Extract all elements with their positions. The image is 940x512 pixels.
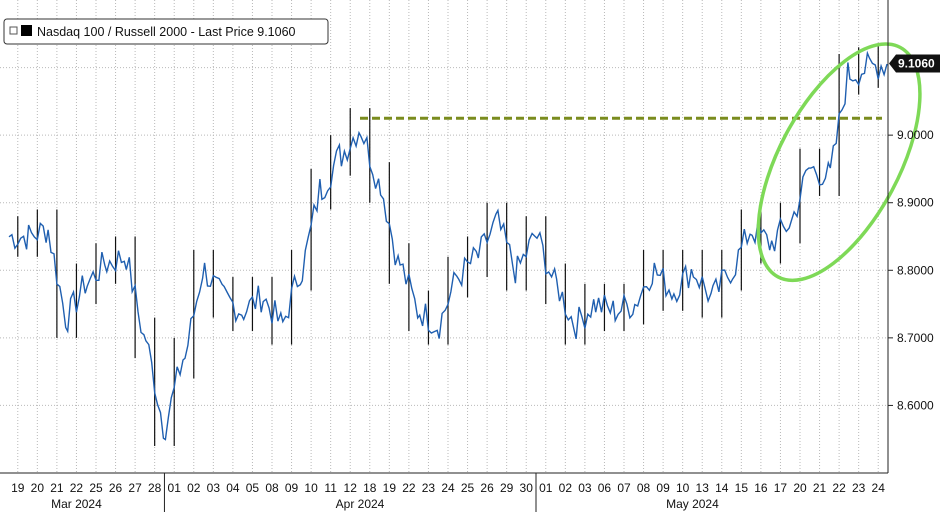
x-tick-label: 21 (50, 481, 64, 495)
x-tick-label: 24 (441, 481, 455, 495)
x-tick-label: 17 (774, 481, 788, 495)
legend[interactable]: Nasdaq 100 / Russell 2000 - Last Price 9… (3, 18, 329, 45)
y-tick-label: 9.0000 (897, 128, 934, 142)
x-tick-label: 13 (696, 481, 710, 495)
y-tick-label: 8.7000 (897, 331, 934, 345)
legend-box (3, 18, 329, 45)
x-tick-label: 02 (187, 481, 201, 495)
y-tick-label: 8.6000 (897, 398, 934, 412)
x-tick-label: 06 (598, 481, 612, 495)
x-tick-label: 19 (11, 481, 25, 495)
grid (0, 0, 888, 512)
x-tick-label: 03 (207, 481, 221, 495)
x-tick-label: 07 (617, 481, 631, 495)
x-tick-label: 14 (715, 481, 729, 495)
x-tick-label: 15 (735, 481, 749, 495)
x-tick-label: 22 (832, 481, 846, 495)
x-tick-label: 26 (109, 481, 123, 495)
x-tick-label: 29 (500, 481, 514, 495)
y-tick-label: 8.9000 (897, 196, 934, 210)
x-tick-label: 01 (539, 481, 553, 495)
x-tick-label: 27 (128, 481, 142, 495)
x-tick-label: 10 (676, 481, 690, 495)
annotations (360, 42, 922, 283)
x-tick-label: 23 (852, 481, 866, 495)
x-tick-label: 03 (578, 481, 592, 495)
x-tick-label: 25 (89, 481, 103, 495)
legend-toggle-icon[interactable] (9, 26, 18, 35)
x-tick-label: 28 (148, 481, 162, 495)
price-line (8, 50, 888, 441)
x-tick-label: 10 (304, 481, 318, 495)
x-tick-label: 19 (383, 481, 397, 495)
legend-swatch-icon (21, 25, 32, 36)
last-price-label: 9.1060 (898, 57, 935, 71)
x-tick-label: 20 (793, 481, 807, 495)
x-tick-label: 05 (246, 481, 260, 495)
axes (0, 0, 889, 474)
x-tick-label: 01 (168, 481, 182, 495)
x-tick-label: 02 (559, 481, 573, 495)
x-tick-label: 21 (813, 481, 827, 495)
x-tick-label: 09 (285, 481, 299, 495)
last-price-badge (889, 54, 940, 73)
x-tick-label: 23 (422, 481, 436, 495)
month-label: Mar 2024 (51, 497, 102, 511)
x-tick-label: 11 (324, 481, 337, 495)
x-tick-label: 12 (344, 481, 358, 495)
x-tick-label: 22 (402, 481, 416, 495)
price-series (8, 43, 888, 446)
x-tick-label: 20 (31, 481, 45, 495)
month-label: May 2024 (666, 497, 719, 511)
x-tick-label: 24 (872, 481, 886, 495)
y-tick-label: 8.8000 (897, 263, 934, 277)
highlight-ellipse (756, 42, 922, 283)
x-tick-label: 08 (265, 481, 279, 495)
x-tick-label: 22 (70, 481, 84, 495)
x-tick-label: 04 (226, 481, 240, 495)
x-tick-label: 08 (637, 481, 651, 495)
y-tick-labels: 8.6000 8.7000 8.8000 8.9000 9.0000 9.1060 (888, 54, 940, 412)
x-tick-label: 25 (461, 481, 475, 495)
month-label: Apr 2024 (336, 497, 385, 511)
legend-entry: Nasdaq 100 / Russell 2000 - Last Price 9… (37, 25, 296, 39)
x-tick-label: 30 (520, 481, 534, 495)
x-tick-label: 16 (754, 481, 768, 495)
x-tick-label: 26 (480, 481, 494, 495)
x-tick-labels: 19 20 21 22 25 26 27 28 01 02 03 04 05 08 09 10 11 12 18 19… (11, 481, 885, 511)
x-tick-label: 18 (363, 481, 377, 495)
x-tick-label: 09 (656, 481, 670, 495)
